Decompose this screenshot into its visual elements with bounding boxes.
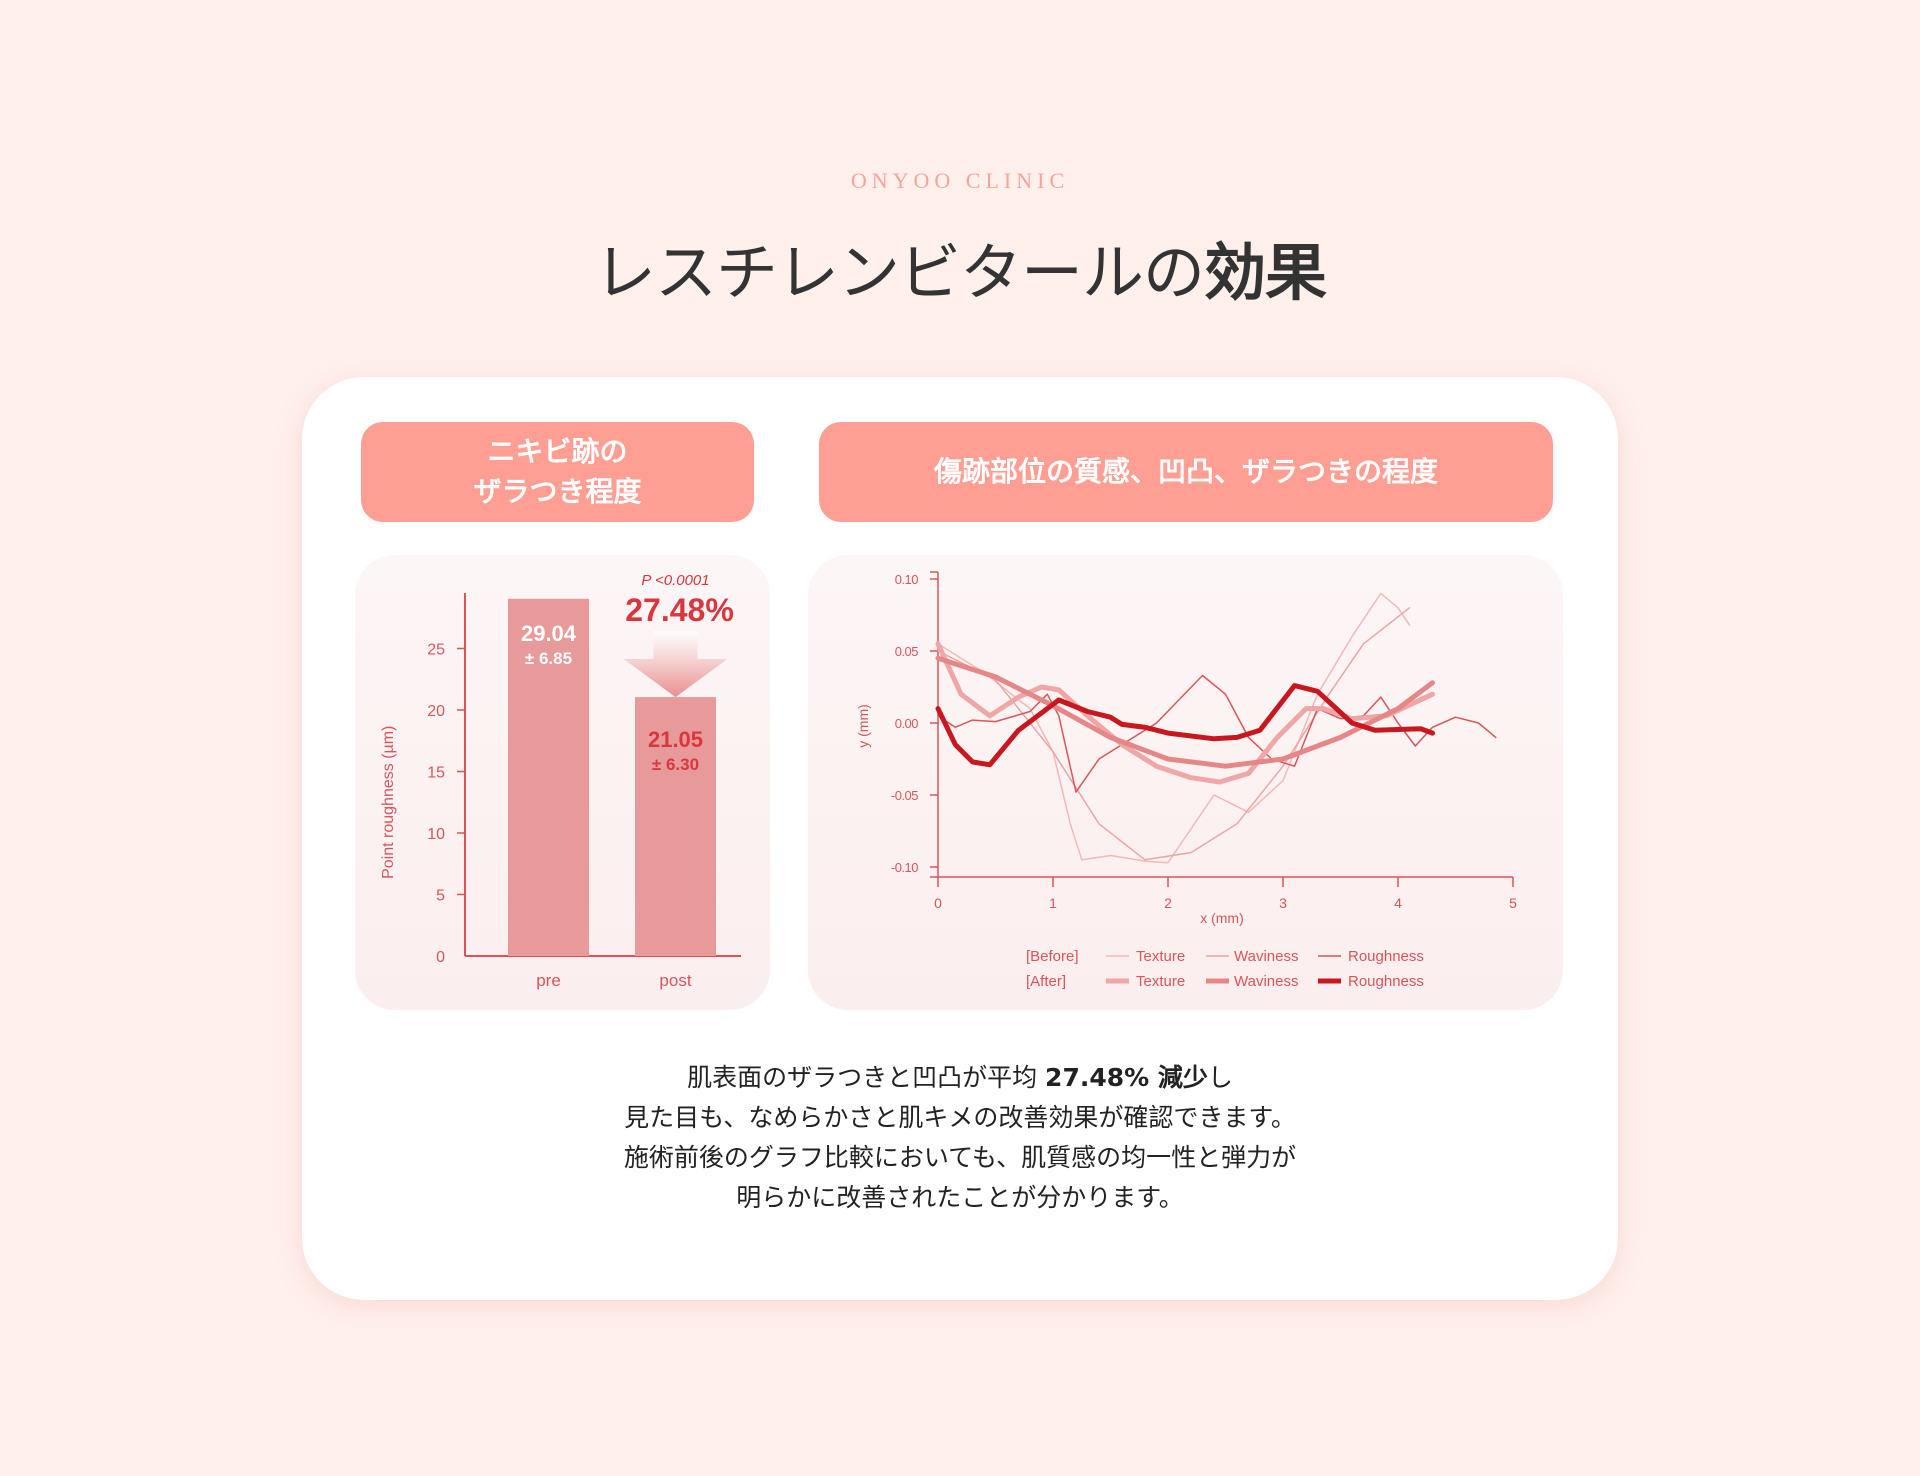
bar-sd-label: ± 6.30	[652, 755, 699, 774]
title-bold: 効果	[1204, 236, 1327, 309]
y-tick-label: 25	[427, 642, 445, 659]
p-value-label: P <0.0001	[641, 572, 709, 589]
x-tick-label: 5	[1509, 895, 1517, 911]
y-tick-label: 0.10	[895, 572, 919, 587]
y-tick-label: -0.05	[891, 788, 918, 803]
y-tick-label: 0.05	[895, 644, 919, 659]
pill-acne-roughness: ニキビ跡のザラつき程度	[361, 422, 754, 522]
bar-chart-panel: 0 5 10 15 20 25 Point roughness (µm) pre 29.04 ± …	[355, 555, 770, 1010]
pill-line: ザラつき程度	[473, 475, 642, 508]
change-percent-label: 27.48%	[625, 592, 734, 628]
line-chart: 0 1 2 3 4 5 0.10 0.05 0.00 -0.05 -0.10 x (mm) y (mm)…	[855, 571, 1517, 990]
legend-entry: Texture	[1136, 973, 1185, 990]
brand-name: ONYOO CLINIC	[850, 168, 1070, 193]
x-tick-label: 3	[1279, 895, 1287, 911]
pill-scar-texture: 傷跡部位の質感、凹凸、ザラつきの程度	[819, 422, 1553, 522]
desc-highlight: 27.48% 減少	[1045, 1063, 1208, 1092]
bar-value-label: 21.05	[648, 727, 703, 752]
y-axis-label: y (mm)	[855, 704, 871, 748]
x-tick-label: pre	[536, 971, 561, 990]
x-axis-label: x (mm)	[1200, 910, 1244, 926]
title-main: レスチレンビタールの	[593, 236, 1205, 309]
description: 肌表面のザラつきと凹凸が平均 27.48% 減少し 見た目も、なめらかさと肌キメ…	[0, 1058, 1920, 1218]
y-axis-label: Point roughness (µm)	[380, 726, 397, 879]
y-tick-label: -0.10	[891, 860, 918, 875]
series-before-waviness	[937, 607, 1411, 861]
desc-line-4: 明らかに改善されたことが分かります。	[736, 1183, 1184, 1212]
series-after-texture	[935, 641, 1435, 785]
x-tick-label: 1	[1049, 895, 1057, 911]
series-before-texture	[937, 592, 1411, 864]
desc-line-1: 肌表面のザラつきと凹凸が平均 27.48% 減少し	[0, 1058, 1920, 1098]
y-tick-label: 10	[427, 826, 445, 843]
y-tick-label: 15	[427, 765, 445, 782]
page-title: レスチレンビタールの効果	[0, 222, 1920, 312]
legend-before-label: [Before]	[1026, 948, 1079, 965]
legend-entry: Texture	[1136, 948, 1185, 965]
y-tick-label: 0	[436, 949, 445, 966]
legend-entry: Waviness	[1234, 973, 1298, 990]
line-chart-panel: 0 1 2 3 4 5 0.10 0.05 0.00 -0.05 -0.10 x (mm) y (mm)…	[808, 555, 1563, 1010]
x-tick-label: 4	[1394, 895, 1402, 911]
y-tick-label: 0.00	[895, 716, 919, 731]
bar-pre	[508, 598, 589, 956]
desc-line-3: 施術前後のグラフ比較においても、肌質感の均一性と弾力が	[623, 1143, 1297, 1172]
bar-value-label: 29.04	[521, 621, 577, 646]
desc-line-2: 見た目も、なめらかさと肌キメの改善効果が確認できます。	[624, 1103, 1296, 1132]
bar-post	[635, 697, 716, 956]
series-after-roughness	[935, 683, 1435, 768]
bar-sd-label: ± 6.85	[525, 649, 572, 668]
legend-entry: Roughness	[1348, 973, 1424, 990]
series-before-roughness	[937, 674, 1497, 793]
legend-entry: Roughness	[1348, 948, 1424, 965]
x-tick-label: 0	[934, 895, 942, 911]
legend-after-label: [After]	[1026, 973, 1066, 990]
y-tick-label: 5	[436, 888, 445, 905]
desc-text: し	[1207, 1063, 1233, 1092]
pill-line: ニキビ跡の	[487, 435, 628, 468]
pill-label: 傷跡部位の質感、凹凸、ザラつきの程度	[933, 455, 1438, 488]
legend-entry: Waviness	[1234, 948, 1298, 965]
series-after-waviness	[935, 655, 1435, 769]
x-tick-label: 2	[1164, 895, 1172, 911]
y-tick-label: 20	[427, 703, 445, 720]
desc-text: 肌表面のザラつきと凹凸が平均	[687, 1063, 1046, 1092]
down-arrow-icon	[623, 631, 728, 698]
x-tick-label: post	[659, 971, 691, 990]
bar-chart: 0 5 10 15 20 25 Point roughness (µm) pre 29.04 ± …	[380, 572, 741, 990]
